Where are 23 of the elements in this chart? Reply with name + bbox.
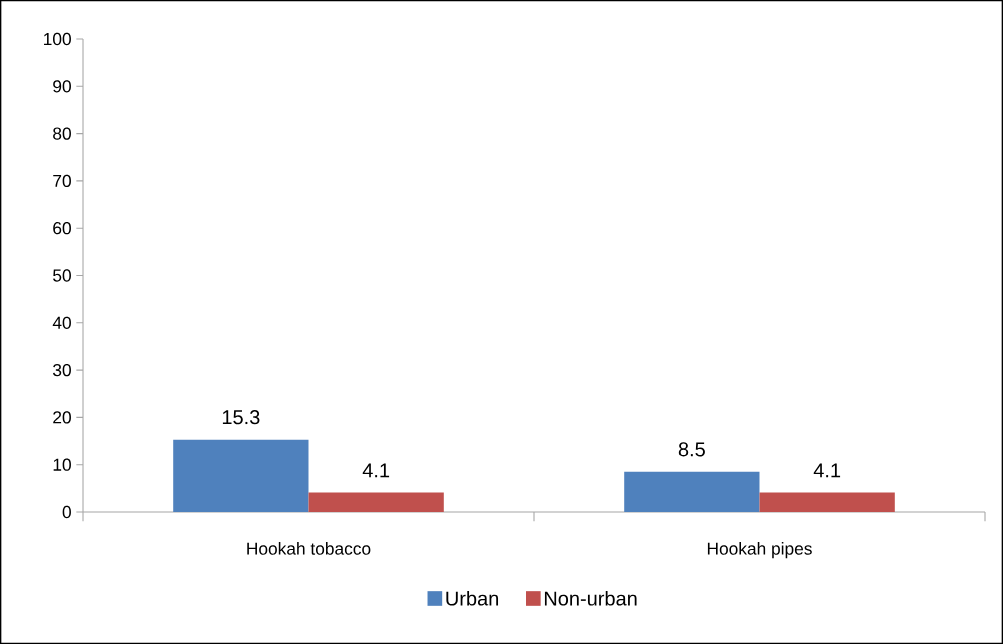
y-tick-label: 10 — [53, 458, 71, 471]
bar — [173, 439, 309, 512]
y-tick-label: 80 — [53, 127, 71, 140]
bar — [624, 471, 760, 512]
data-label: 4.1 — [362, 463, 390, 478]
y-tick-label: 0 — [62, 505, 71, 519]
y-tick-label: 30 — [53, 363, 71, 377]
bar — [308, 492, 444, 512]
y-tick-label: 40 — [52, 316, 71, 329]
y-tick-label: 100 — [44, 32, 71, 46]
data-label: 15.3 — [222, 410, 260, 425]
y-tick-label: 50 — [53, 269, 71, 282]
y-tick-label: 90 — [53, 80, 71, 93]
legend-label: Urban — [446, 590, 499, 606]
x-tick-label: Hookah pipes — [707, 542, 812, 559]
y-tick-label: 70 — [53, 174, 71, 188]
y-tick-label: 20 — [53, 411, 71, 424]
bar — [759, 492, 895, 512]
y-tick-label: 60 — [53, 222, 71, 235]
legend-label: Non-urban — [544, 590, 637, 606]
data-label: 8.5 — [678, 442, 705, 457]
x-tick-label: Hookah tobacco — [247, 542, 371, 555]
data-label: 4.1 — [813, 463, 841, 478]
